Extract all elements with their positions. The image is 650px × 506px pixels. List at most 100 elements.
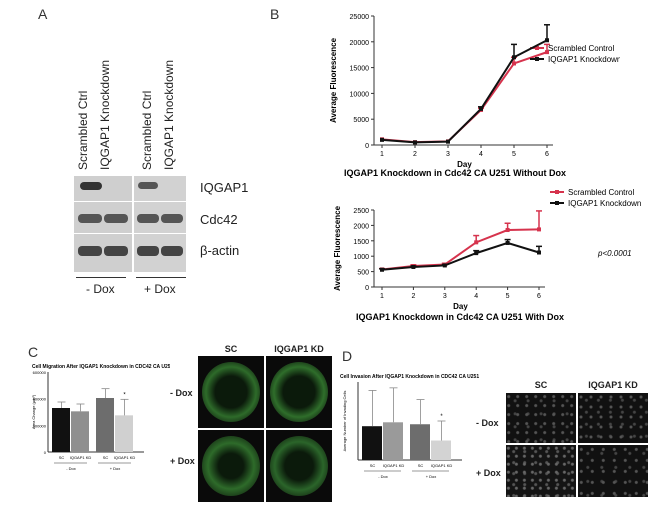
lane-label: IQGAP1 Knockdown: [162, 59, 176, 170]
bar: [383, 422, 403, 460]
data-point: [545, 38, 549, 43]
lane-label: Scrambled Ctrl: [140, 90, 154, 170]
band: [80, 182, 102, 190]
bar-chart-invasion: Cell Invasion After IQGAP1 Knockdown in …: [340, 374, 479, 479]
bar: [362, 426, 382, 460]
y-tick-label: 400000: [33, 397, 47, 402]
micrograph-image: [266, 356, 332, 428]
group-label-minus-dox: - Dox: [86, 282, 115, 296]
row-label: - Dox: [476, 418, 499, 428]
legend-label: IQGAP1 Knockdown: [548, 55, 620, 64]
category-label: IQGAP1 KD: [431, 463, 453, 468]
blot-strip-right: [134, 176, 186, 272]
data-point: [442, 263, 447, 268]
panel-letter-a: A: [38, 6, 48, 22]
micrograph-image: [506, 445, 576, 497]
y-tick-label: 25000: [350, 14, 370, 21]
data-point: [474, 251, 479, 256]
chart-title: Cell Invasion After IQGAP1 Knockdown in …: [340, 374, 479, 380]
y-tick-label: 600000: [33, 370, 47, 375]
western-blot-panel: Scrambled Ctrl IQGAP1 Knockdown Scramble…: [60, 40, 275, 310]
x-tick-label: 3: [443, 293, 447, 300]
y-tick-label: 2500: [353, 208, 369, 215]
data-point: [474, 240, 479, 245]
panel-letter-d: D: [342, 348, 353, 364]
legend-label: Scrambled Control: [548, 44, 614, 53]
data-point: [446, 139, 450, 144]
micrograph-grid-c: SC IQGAP1 KD - Dox + Dox: [170, 340, 335, 502]
panel-letter-c: C: [28, 344, 39, 360]
category-label: IQGAP1 KD: [114, 455, 136, 460]
data-point: [380, 137, 384, 142]
row-label-beta-actin: β-actin: [200, 243, 240, 258]
data-point: [512, 55, 516, 60]
bar: [431, 440, 451, 460]
micrograph-image: [578, 445, 648, 497]
category-label: IQGAP1 KD: [383, 463, 405, 468]
band: [78, 246, 102, 256]
series-line: [381, 39, 548, 144]
x-tick-label: 2: [413, 151, 417, 158]
y-tick-label: 1000: [353, 254, 369, 261]
band: [161, 214, 183, 223]
x-tick-label: 1: [380, 293, 384, 300]
x-tick-label: 6: [537, 293, 541, 300]
category-label: SC: [59, 455, 65, 460]
col-label: IQGAP1 KD: [274, 344, 324, 354]
y-axis-label: Area Change (μm²): [31, 394, 36, 429]
chart-title: IQGAP1 Knockdown in Cdc42 CA U251 Withou…: [344, 168, 566, 178]
y-tick-label: 0: [365, 143, 369, 150]
category-label: SC: [418, 463, 424, 468]
band: [137, 246, 159, 256]
data-point: [413, 140, 417, 145]
lane-label: Scrambled Ctrl: [76, 90, 90, 170]
series-line: [381, 51, 548, 144]
panel-letter-b: B: [270, 6, 280, 22]
data-point: [380, 267, 384, 272]
micrograph-grid-d: SC IQGAP1 KD - Dox + Dox: [474, 375, 650, 505]
x-tick-label: 1: [380, 151, 384, 158]
x-tick-label: 4: [479, 151, 483, 158]
series-line: [381, 228, 540, 271]
x-tick-label: 4: [474, 293, 478, 300]
band: [138, 182, 158, 189]
group-label-plus-dox: + Dox: [144, 282, 176, 296]
significance-marker: *: [440, 414, 443, 420]
data-point: [537, 250, 541, 255]
legend-marker: [535, 46, 539, 50]
micrograph-image: [506, 393, 576, 443]
line-chart-without-dox: 0 5000 10000 15000 20000 25000 1 2 3 4 5 6 Day Averag…: [329, 14, 620, 178]
micrograph-image: [578, 393, 648, 443]
p-value-annotation: p<0.0001: [597, 249, 632, 258]
y-tick-label: 0: [365, 285, 369, 292]
bar: [115, 415, 133, 452]
chart-title: IQGAP1 Knockdown in Cdc42 CA U251 With D…: [356, 312, 564, 322]
category-label: SC: [103, 455, 109, 460]
y-tick-label: 2000: [353, 223, 369, 230]
bar: [52, 408, 70, 452]
y-tick-label: 20000: [350, 40, 370, 47]
group-label: - Dox: [378, 474, 388, 479]
x-axis-label: Day: [457, 160, 472, 169]
legend-label: Scrambled Control: [568, 188, 634, 197]
bar: [96, 398, 114, 452]
legend-marker: [555, 201, 559, 205]
data-point: [545, 50, 549, 55]
y-tick-label: 1500: [353, 239, 369, 246]
band: [78, 214, 102, 223]
data-point: [505, 240, 510, 245]
x-axis-label: Day: [453, 302, 468, 311]
band: [161, 246, 183, 256]
col-label: SC: [534, 380, 548, 390]
significance-marker: *: [123, 392, 126, 398]
y-tick-label: 0: [44, 450, 47, 455]
micrograph-image: [266, 430, 332, 502]
legend-label: IQGAP1 Knockdown: [568, 199, 641, 208]
col-label: SC: [224, 344, 238, 354]
row-label: + Dox: [476, 468, 501, 478]
y-axis-label: Average Number of Invading Cells: [342, 391, 347, 452]
line-chart-with-dox: 0 500 1000 1500 2000 2500 1 2 3 4 5 6 Day Average Flu…: [333, 188, 641, 322]
y-axis-label: Average Fluorescence: [333, 205, 342, 291]
legend-marker: [555, 190, 559, 194]
micrograph-image: [198, 430, 264, 502]
